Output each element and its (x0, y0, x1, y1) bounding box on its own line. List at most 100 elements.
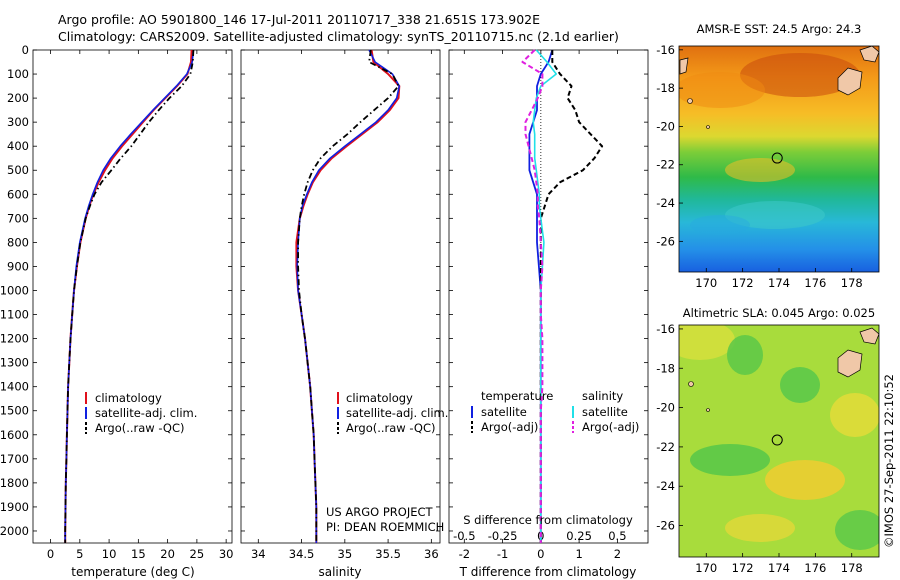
depth-tick-label: 1200 (0, 332, 29, 346)
sst-y-tick-label: -22 (656, 158, 675, 172)
diff-x-tick-label: -1 (497, 547, 508, 561)
salinity-legend: climatology satellite-adj. clim. Argo(..… (337, 391, 448, 435)
sla-yellow-2 (830, 393, 879, 437)
sst-land-fiji (837, 67, 863, 96)
sst-land-fiji-2 (859, 46, 879, 63)
diff-legend-t-argo-label: Argo(-adj) (481, 420, 538, 434)
sla-y-tick-label: -26 (656, 519, 675, 533)
difference-x-axis: -2 -1 0 1 2-0.5 -0.25 0 0.25 0.5 (449, 49, 648, 561)
diff-legend-temperature-heading: temperature (481, 389, 553, 403)
difference-legend: temperature salinity satellite Argo(-adj… (471, 389, 639, 434)
diff-legend-s-argo-label: Argo(-adj) (582, 420, 639, 434)
diff-legend-s-satellite-label: satellite (582, 405, 628, 419)
sst-map-axes: 170 172 174 176 178 -16 -18 -20 -22 -24 -26 (656, 43, 863, 290)
sla-y-tick-label: -20 (656, 401, 675, 415)
sst-y-tick-label: -20 (656, 119, 675, 133)
sla-yellow-3 (725, 514, 795, 542)
sst-y-tick-label: -24 (656, 196, 675, 210)
sst-y-tick-label: -18 (656, 81, 675, 95)
diff-series-s_argo (521, 49, 544, 543)
diff-x-tick-label: -2 (459, 547, 470, 561)
sal-x-tick-label: 35 (338, 547, 353, 561)
sal-x-tick-label: 34 (251, 547, 266, 561)
temperature-legend: climatology satellite-adj. clim. Argo(..… (85, 391, 197, 435)
sst-x-tick-label: 170 (695, 276, 717, 290)
depth-tick-label: 100 (7, 67, 29, 81)
depth-tick-label: 0 (22, 43, 29, 57)
diff-series-s_satellite (532, 49, 558, 543)
diff-sal-tick-label: 0.25 (566, 529, 592, 543)
depth-tick-label: 1900 (0, 500, 29, 514)
sst-map-field (679, 46, 879, 272)
sst-map-panel: AMSR-E SST: 24.5 Argo: 24.3 170 172 174 176… (656, 22, 880, 290)
salinity-x-axis: 34 34.5 35 35.5 36 (241, 49, 440, 561)
diff-sal-tick-label: -0.5 (453, 529, 475, 543)
project-line1: US ARGO PROJECT (326, 505, 434, 519)
project-line2: PI: DEAN ROEMMICH (326, 520, 444, 534)
depth-tick-label: 1000 (0, 283, 29, 297)
figure-title-line2: Climatology: CARS2009. Satellite-adjuste… (58, 29, 619, 44)
temp-x-tick-label: 10 (102, 547, 117, 561)
sla-island-2 (706, 408, 710, 412)
salinity-xlabel: salinity (318, 565, 361, 579)
depth-tick-label: 1500 (0, 404, 29, 418)
depth-tick-label: 500 (7, 163, 29, 177)
salinity-panel: 34 34.5 35 35.5 36 salinity climatology sate… (240, 49, 448, 579)
sst-x-tick-label: 172 (732, 276, 754, 290)
sal-x-tick-label: 34.5 (289, 547, 315, 561)
legend-climatology-label: climatology (95, 391, 162, 405)
depth-tick-label: 600 (7, 187, 29, 201)
sla-map-title: Altimetric SLA: 0.045 Argo: 0.025 (683, 306, 875, 320)
sst-yellow-patch (725, 158, 795, 182)
sla-y-tick-label: -24 (656, 479, 675, 493)
depth-tick-label: 1100 (0, 308, 29, 322)
sla-x-tick-label: 174 (768, 561, 790, 575)
diff-sal-tick-label: -0.25 (488, 529, 518, 543)
sst-map-title: AMSR-E SST: 24.5 Argo: 24.3 (697, 22, 862, 36)
sst-x-tick-label: 174 (768, 276, 790, 290)
difference-top-xlabel: S difference from climatology (463, 513, 633, 527)
sla-land-fiji (837, 349, 863, 378)
sal-legend-argo-label: Argo(..raw -QC) (346, 421, 436, 435)
depth-tick-label: 2000 (0, 524, 29, 538)
difference-axes-box (448, 49, 649, 544)
depth-tick-label: 1800 (0, 476, 29, 490)
diff-sal-tick-label: 0.5 (608, 529, 626, 543)
depth-tick-label: 1300 (0, 356, 29, 370)
temp-x-tick-label: 25 (190, 547, 205, 561)
sal-x-tick-label: 36 (424, 547, 439, 561)
temp-x-tick-label: 30 (219, 547, 234, 561)
depth-tick-label: 200 (7, 91, 29, 105)
difference-panel: -2 -1 0 1 2-0.5 -0.25 0 0.25 0.5 S difference fr… (448, 49, 649, 579)
diff-legend-t-satellite-label: satellite (481, 405, 527, 419)
diff-x-tick-label: 1 (575, 547, 582, 561)
sst-y-tick-label: -26 (656, 234, 675, 248)
sal-legend-climatology-label: climatology (346, 391, 413, 405)
sst-blue-patch (690, 215, 750, 235)
sla-x-tick-label: 178 (841, 561, 863, 575)
diff-x-tick-label: 2 (614, 547, 621, 561)
sla-x-tick-label: 172 (732, 561, 754, 575)
copyright-stamp: ©IMOS 27-Sep-2011 22:10:52 (882, 374, 896, 548)
sla-map-axes: 170 172 174 176 178 -16 -18 -20 -22 -24 -26 (656, 322, 863, 575)
sst-island (687, 98, 693, 104)
salinity-series (295, 49, 401, 543)
temp-x-tick-label: 5 (76, 547, 83, 561)
depth-tick-label: 1400 (0, 380, 29, 394)
sla-green-3 (690, 444, 770, 476)
diff-series-t_argo (539, 50, 604, 543)
sla-green-2 (780, 367, 820, 403)
sla-map-panel: Altimetric SLA: 0.045 Argo: 0.025 170 172… (656, 306, 880, 575)
sla-island (688, 381, 694, 387)
diff-legend-salinity-heading: salinity (582, 389, 623, 403)
sst-warm-patch-2 (679, 72, 765, 108)
difference-xlabel: T difference from climatology (459, 565, 637, 579)
sla-y-tick-label: -18 (656, 361, 675, 375)
sla-land-fiji-2 (859, 327, 879, 345)
depth-tick-label: 1700 (0, 452, 29, 466)
temperature-series (64, 49, 195, 543)
salinity-axes-box (240, 49, 441, 544)
temperature-panel: 0100200300400500600700800900100011001200… (0, 43, 233, 579)
depth-tick-label: 800 (7, 235, 29, 249)
